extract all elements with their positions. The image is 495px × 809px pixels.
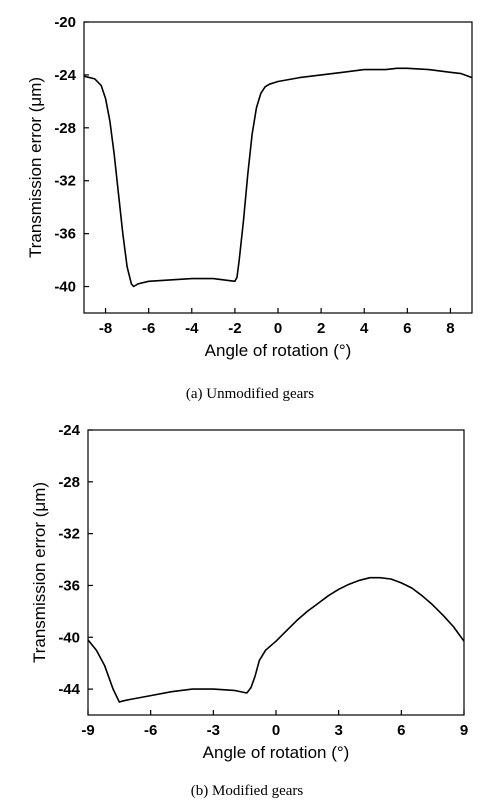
chart-0-series-line-0 [83,67,473,288]
chart-1-y-axis-title: Transmission error (μm) [30,482,49,663]
chart-0-y-tick-label: -24 [54,67,76,84]
chart-1-x-axis-title: Angle of rotation (°) [203,743,350,762]
chart-0-x-tick-label: -2 [228,320,241,337]
chart-0-y-tick-label: -40 [54,279,76,296]
chart-1-y-tick-label: -24 [58,422,80,439]
chart-0-x-axis-title: Angle of rotation (°) [205,341,352,360]
chart-1-caption: (b) Modified gears [191,783,304,799]
chart-0-x-tick-label: -4 [185,320,199,337]
chart-0-y-axis-title: Transmission error (μm) [26,77,45,258]
chart-1-y-tick-label: -32 [58,526,80,543]
chart-1-x-tick-label: 6 [397,722,405,739]
chart-1-plot-frame [87,429,465,716]
chart-0-y-tick-label: -20 [54,14,76,31]
chart-0-x-tick-label: 2 [317,320,325,337]
chart-0-x-tick-label: -6 [142,320,155,337]
chart-0-caption: (a) Unmodified gears [186,386,314,402]
chart-0-plot-frame [83,21,473,314]
chart-0-x-tick-label: 8 [446,320,454,337]
chart-0-x-tick-label: 0 [274,320,282,337]
chart-modified-gears: -9 -6 -3 0 3 6 9 -44 -40 -36 -32 -28 -24 Angle of rot… [30,422,468,799]
chart-0-y-tick-label: -32 [54,173,76,190]
chart-1-x-tick-label: -3 [207,722,220,739]
chart-0-y-tick-label: -28 [54,120,76,137]
chart-0-y-tick-label: -36 [54,226,76,243]
chart-1-y-tick-label: -40 [58,629,80,646]
chart-1-x-tick-label: 3 [334,722,342,739]
chart-0-x-tick-label: 4 [360,320,369,337]
chart-1-y-tick-label: -44 [58,681,80,698]
chart-0-x-tick-label: -8 [99,320,112,337]
chart-1-x-tick-label: -6 [144,722,157,739]
chart-1-x-tick-label: -9 [81,722,94,739]
chart-1-x-tick-label: 0 [272,722,280,739]
chart-1-y-tick-label: -28 [58,474,80,491]
chart-1-series-line-0 [87,576,465,703]
chart-1-y-tick-label: -36 [58,577,80,594]
chart-1-x-tick-label: 9 [460,722,468,739]
chart-0-x-tick-label: 6 [403,320,411,337]
